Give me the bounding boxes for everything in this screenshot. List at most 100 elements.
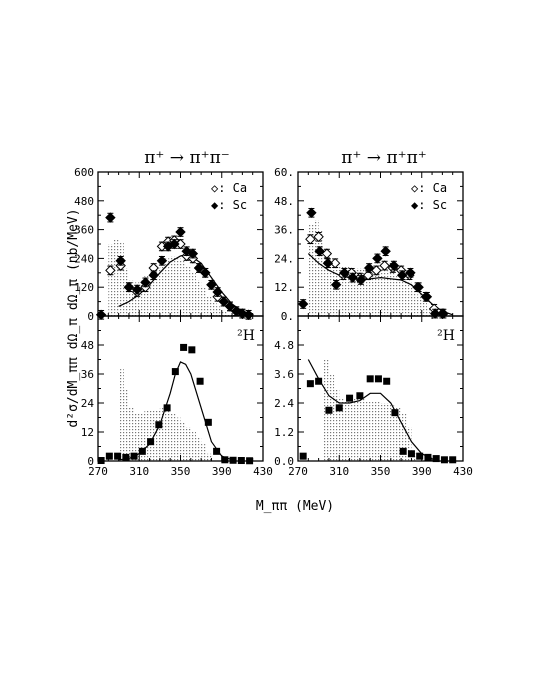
data-point-square (163, 404, 171, 412)
data-point-filled-diamond (193, 262, 205, 274)
data-point-filled-diamond (200, 267, 211, 279)
data-point-square (122, 453, 130, 461)
data-point-open-diamond (305, 233, 316, 245)
data-point-filled-diamond (115, 255, 126, 267)
data-point-square (188, 346, 196, 354)
data-point-filled-diamond (330, 279, 342, 291)
y-tick-label: 0. (281, 310, 294, 323)
y-tick-label: 3.6 (274, 368, 294, 381)
data-point-filled-diamond (421, 291, 433, 303)
y-tick-label: 36. (274, 224, 294, 237)
data-point-square (449, 456, 457, 464)
data-point-square (105, 452, 113, 460)
y-tick-label: 24 (81, 397, 95, 410)
data-point-open-diamond (362, 269, 374, 281)
data-point-square (229, 456, 237, 464)
data-point-filled-diamond (322, 257, 334, 269)
data-point-square (246, 457, 254, 465)
data-point-filled-diamond (95, 309, 107, 321)
data-point-filled-diamond (297, 298, 309, 310)
panel-top-left: 0 120 240 360 480 600 ◇: Ca ◆: Sc (74, 166, 264, 323)
y-tick-label: 0.0 (274, 455, 294, 468)
data-point-open-diamond (379, 260, 390, 271)
data-point-filled-diamond (169, 238, 180, 250)
data-point-square (391, 409, 399, 417)
y-tick-label: 120 (74, 281, 94, 294)
histogram-shading (108, 239, 243, 316)
y-tick-label: 1.2 (274, 426, 294, 439)
data-point-square (97, 457, 105, 465)
data-point-square (315, 377, 323, 385)
y-tick-label: 12 (81, 426, 94, 439)
data-point-square (237, 457, 245, 465)
y-tick-label: 0 (87, 310, 94, 323)
data-point-filled-diamond (388, 260, 400, 271)
data-point-square (346, 394, 354, 402)
x-tick-label: 270 (88, 465, 108, 478)
data-point-filled-diamond (156, 255, 168, 267)
data-point-open-diamond (313, 231, 324, 243)
x-tick-label: 270 (288, 465, 308, 478)
data-point-filled-diamond (363, 262, 375, 274)
data-point-square (399, 447, 407, 455)
histogram-shading (323, 359, 417, 461)
x-tick-label: 430 (253, 465, 273, 478)
data-point-square (299, 452, 307, 460)
data-point-filled-diamond (306, 207, 317, 219)
x-tick-label: 430 (453, 465, 473, 478)
legend-entry: ◇: Ca (411, 181, 447, 195)
data-point-square (374, 375, 382, 383)
data-point-filled-diamond (347, 272, 358, 283)
y-axis-label: d²σ/dM_ππ dΩ_π dΩ_π (nb/MeV) (66, 208, 81, 427)
data-point-filled-diamond (224, 301, 236, 312)
legend-entry: ◆: Sc (211, 198, 247, 212)
x-tick-label: 390 (412, 465, 432, 478)
data-point-filled-diamond (131, 284, 143, 295)
data-point-square (196, 377, 204, 385)
nucleus-label: ²H (237, 328, 255, 344)
model-curve (307, 359, 433, 460)
data-point-filled-diamond (148, 269, 159, 281)
y-tick-label: 48. (274, 195, 294, 208)
y-tick-label: 12. (274, 281, 294, 294)
data-point-filled-diamond (339, 267, 350, 279)
nucleus-label: ²H (437, 328, 455, 344)
data-point-square (221, 456, 229, 464)
data-point-square (155, 421, 163, 429)
data-point-open-diamond (329, 257, 341, 269)
x-tick-label: 350 (171, 465, 191, 478)
data-point-square (383, 377, 391, 385)
data-point-square (204, 418, 212, 426)
data-point-square (335, 404, 343, 412)
data-point-square (147, 438, 155, 446)
data-point-square (356, 392, 364, 400)
data-point-filled-diamond (218, 296, 230, 307)
panel-title-left: π⁺ → π⁺π⁻ (144, 148, 230, 168)
data-point-filled-diamond (140, 277, 151, 288)
y-tick-label: 360 (74, 224, 94, 237)
data-point-filled-diamond (187, 248, 199, 259)
y-tick-label: 48 (81, 339, 94, 352)
data-point-filled-diamond (105, 212, 116, 223)
data-point-open-diamond (105, 265, 116, 276)
panel-top-right: 0. 12. 24. 36. 48. 60. ◇: Ca ◆: Sc (274, 166, 464, 323)
panel-bottom-right: 0.0 1.2 2.4 3.6 4.8 270 310 350 390 430 ²H (274, 315, 473, 478)
x-axis-label: M_ππ (MeV) (256, 499, 334, 514)
y-tick-label: 4.8 (274, 339, 294, 352)
data-point-filled-diamond (123, 281, 135, 293)
histogram-shading (308, 220, 443, 316)
data-point-filled-diamond (212, 286, 223, 298)
data-point-filled-diamond (314, 245, 325, 257)
panel-bottom-left: 0 12 24 36 48 270 310 350 390 430 ²H (81, 315, 273, 478)
data-point-square (416, 452, 424, 460)
data-point-square (306, 380, 314, 388)
x-tick-label: 310 (329, 465, 349, 478)
x-tick-label: 350 (371, 465, 391, 478)
data-point-filled-diamond (243, 309, 254, 321)
data-point-filled-diamond (355, 274, 367, 286)
data-point-square (171, 368, 179, 376)
y-tick-label: 240 (74, 252, 94, 265)
data-point-square (180, 343, 188, 351)
data-point-filled-diamond (396, 269, 408, 281)
